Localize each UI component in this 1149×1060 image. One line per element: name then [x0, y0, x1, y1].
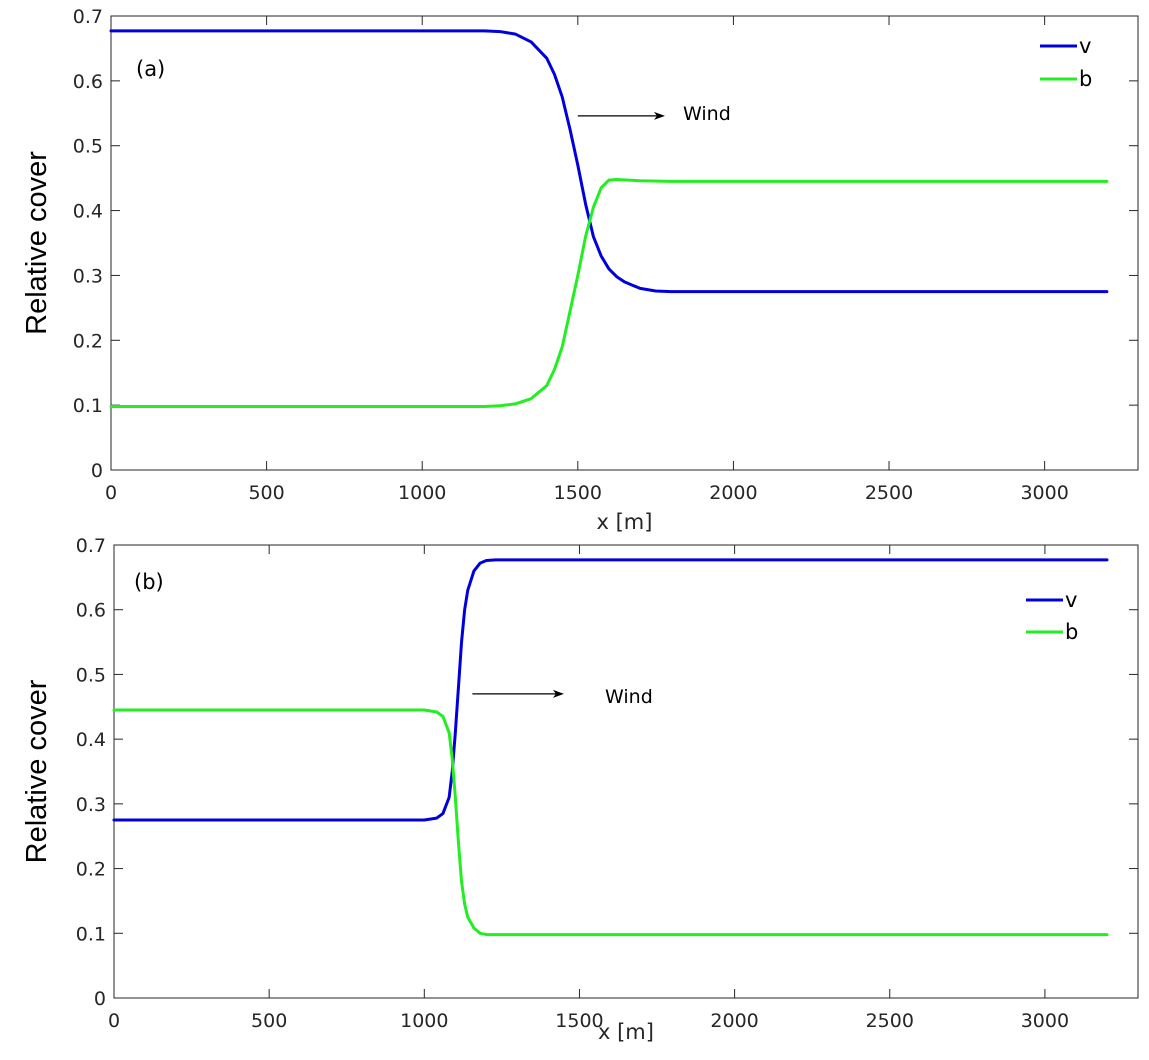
y-tick-label: 0.2: [76, 859, 106, 881]
x-axis-title: x [m]: [598, 1020, 654, 1044]
x-tick-label: 500: [248, 482, 284, 504]
y-axis-title: Relative cover: [21, 151, 53, 335]
y-tick-label: 0.6: [76, 600, 106, 622]
legend-label-b: b: [1065, 620, 1078, 644]
panel-b: 0 500 1000 1500 2000 2500 3000 0 0.1 0.2 0.3 0.4 0.5…: [21, 535, 1139, 1044]
panel-a: 0 500 1000 1500 2000 2500 3000 0 0.1 0.2 0.3 0.4 0.5…: [21, 6, 1139, 534]
y-tick-label: 0.1: [73, 395, 103, 417]
x-tick-label: 1500: [555, 1010, 603, 1032]
wind-annotation-label: Wind: [683, 103, 731, 125]
x-tick-label: 3000: [1021, 1010, 1069, 1032]
plot-frame: [113, 544, 1139, 999]
y-tick-label: 0.7: [76, 535, 106, 557]
y-tick-label: 0.3: [76, 794, 106, 816]
y-tick-label: 0.1: [76, 923, 106, 945]
wind-annotation-label: Wind: [605, 686, 653, 708]
panel-label: (a): [136, 57, 165, 81]
x-axis-title: x [m]: [597, 510, 653, 534]
x-tick-label: 0: [108, 1010, 120, 1032]
y-axis-title: Relative cover: [21, 679, 53, 863]
wind-arrow-head-icon: [653, 111, 665, 120]
y-tick-label: 0.4: [76, 729, 106, 751]
y-tick-label: 0.4: [73, 201, 103, 223]
series-line-v: [109, 29, 1109, 294]
x-tick-label: 2500: [865, 482, 913, 504]
x-tick-label: 1500: [554, 482, 602, 504]
y-tick-label: 0.5: [76, 664, 106, 686]
series-line-b: [109, 177, 1109, 408]
x-tick-label: 2000: [710, 1010, 758, 1032]
y-tick-label: 0.5: [73, 136, 103, 158]
plot-frame: [110, 15, 1139, 471]
x-tick-label: 1000: [398, 482, 446, 504]
legend-label-v: v: [1079, 34, 1091, 58]
wind-arrow-head-icon: [552, 689, 564, 698]
y-tick-label: 0.3: [73, 265, 103, 287]
x-tick-label: 1000: [400, 1010, 448, 1032]
y-tick-label: 0: [91, 460, 103, 482]
y-tick-label: 0: [94, 988, 106, 1010]
panel-label: (b): [134, 570, 164, 594]
x-tick-label: 2000: [709, 482, 757, 504]
series-line-v: [112, 558, 1109, 822]
x-tick-label: 0: [105, 482, 117, 504]
legend-label-b: b: [1079, 67, 1092, 91]
y-tick-label: 0.7: [73, 6, 103, 28]
x-tick-label: 500: [251, 1010, 287, 1032]
legend-label-v: v: [1065, 588, 1077, 612]
x-tick-label: 2500: [866, 1010, 914, 1032]
y-tick-label: 0.2: [73, 330, 103, 352]
series-line-b: [112, 708, 1109, 937]
y-tick-label: 0.6: [73, 71, 103, 93]
x-tick-label: 3000: [1020, 482, 1068, 504]
